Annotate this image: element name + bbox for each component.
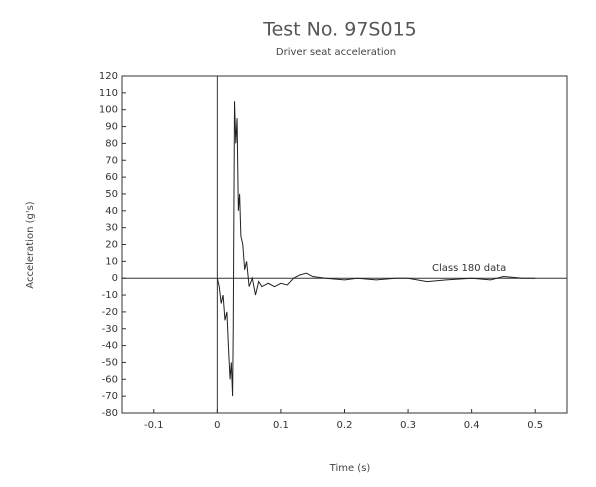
x-tick-label: 0.2: [337, 420, 353, 431]
x-tick-label: 0.4: [464, 420, 480, 431]
annotation: Class 180 data: [432, 263, 506, 274]
y-tick-label: -30: [102, 324, 118, 335]
y-tick-label: 10: [105, 256, 118, 267]
y-tick-label: 30: [105, 223, 118, 234]
y-tick-label: 100: [99, 105, 118, 116]
x-tick-label: 0.3: [400, 420, 416, 431]
y-tick-label: -10: [102, 290, 118, 301]
y-tick-label: 60: [105, 172, 118, 183]
data-line: [216, 101, 536, 397]
y-tick-label: -50: [102, 357, 118, 368]
y-tick-label: 70: [105, 155, 118, 166]
y-tick-label: 50: [105, 189, 118, 200]
y-tick-label: 90: [105, 122, 118, 133]
y-axis-label: Acceleration (g's): [25, 201, 36, 289]
y-tick-label: 20: [105, 240, 118, 251]
x-tick-label: 0.1: [273, 420, 289, 431]
y-tick-label: -60: [102, 374, 118, 385]
y-tick-label: 40: [105, 206, 118, 217]
x-axis-label: Time (s): [329, 463, 371, 474]
y-tick-label: 110: [99, 88, 118, 99]
y-tick-label: 0: [112, 273, 118, 284]
y-tick-label: 80: [105, 138, 118, 149]
plot-frame: [121, 75, 568, 414]
x-tick-label: -0.1: [144, 420, 164, 431]
x-tick-label: 0: [214, 420, 220, 431]
chart-title: Test No. 97S015: [262, 19, 417, 41]
x-tick-label: 0.5: [527, 420, 543, 431]
y-tick-label: -40: [102, 341, 118, 352]
chart-subtitle: Driver seat acceleration: [276, 47, 396, 58]
y-tick-label: 120: [99, 71, 118, 82]
y-tick-label: -80: [102, 408, 118, 419]
y-tick-label: -70: [102, 391, 118, 402]
y-tick-label: -20: [102, 307, 118, 318]
